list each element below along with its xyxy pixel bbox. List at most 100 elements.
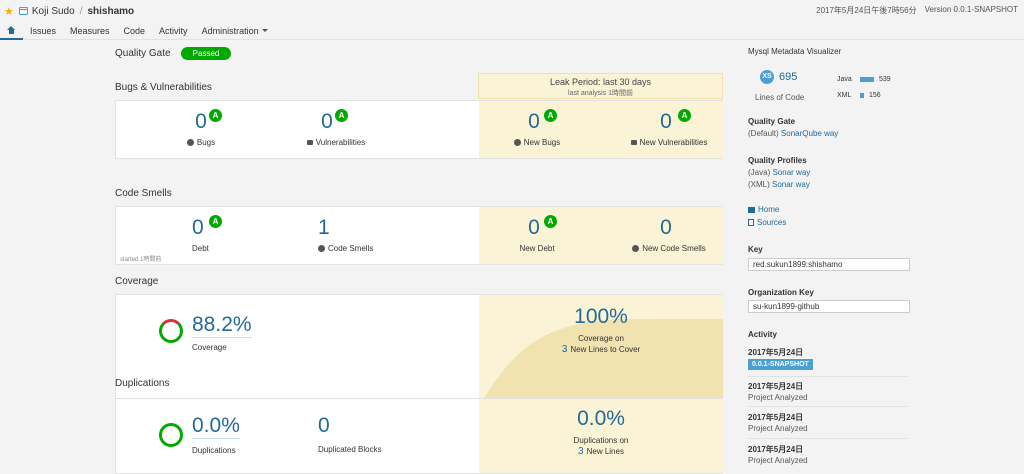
project-icon [18, 7, 28, 15]
bugs-value: 0 [195, 110, 207, 133]
duplications-leak-zone [479, 399, 723, 473]
radiation-icon [318, 245, 325, 252]
bugs-panel: 0 Bugs A 0 Vulnerabilities A 0 New Bugs … [115, 100, 723, 159]
code-smells-label: Code Smells [328, 244, 374, 253]
coverage-donut [159, 319, 183, 343]
project-name: Mysql Metadata Visualizer [748, 47, 842, 56]
bugs-section-title: Bugs & Vulnerabilities [115, 82, 212, 93]
key-heading: Key [748, 245, 763, 254]
duplications-measure[interactable]: 0.0% Duplications [192, 415, 240, 456]
activity-date: 2017年5月24日 [748, 445, 804, 454]
sources-link-label: Sources [757, 218, 787, 227]
tab-administration-label: Administration [201, 25, 259, 36]
duplications-section-title: Duplications [115, 378, 170, 389]
new-duplications-label-1: Duplications on [573, 436, 629, 445]
code-smells-value: 1 [318, 216, 330, 239]
coverage-leak-zone [479, 295, 723, 405]
language-row-xml: XML 156 [837, 92, 881, 99]
new-bugs-measure[interactable]: 0 New Bugs [509, 111, 565, 147]
new-bugs-label: New Bugs [523, 138, 561, 147]
activity-event: Project Analyzed [748, 393, 808, 402]
coverage-value: 88.2% [192, 313, 252, 338]
bugs-measure[interactable]: 0 Bugs [176, 111, 226, 147]
quality-gate-default: (Default) [748, 129, 779, 138]
new-coverage-measure[interactable]: 100% Coverage on 3 New Lines to Cover [479, 306, 723, 356]
activity-divider [748, 406, 908, 407]
quality-profile-java-link[interactable]: Sonar way [772, 168, 811, 177]
overview-main: Quality Gate Passed Bugs & Vulnerabiliti… [115, 40, 723, 474]
new-lines-to-cover-count[interactable]: 3 [561, 344, 568, 355]
vulnerabilities-label: Vulnerabilities [315, 138, 366, 147]
home-link[interactable]: Home [748, 205, 779, 214]
tab-activity[interactable]: Activity [159, 25, 188, 36]
duplications-value: 0.0% [192, 414, 240, 439]
breadcrumb-org[interactable]: Koji Sudo [31, 5, 75, 17]
debt-measure[interactable]: 0 Debt [182, 217, 222, 254]
vulnerabilities-rating-badge[interactable]: A [335, 109, 348, 122]
new-bugs-value: 0 [528, 110, 540, 133]
top-header: ★ Koji Sudo / shishamo 2017年5月24日午後7時56分… [0, 0, 1024, 40]
activity-event: Project Analyzed [748, 424, 808, 433]
quality-gate-status-badge[interactable]: Passed [181, 47, 231, 60]
vulnerabilities-value: 0 [321, 110, 333, 133]
new-vulnerabilities-rating-badge[interactable]: A [678, 109, 691, 122]
vulnerabilities-measure[interactable]: 0 Vulnerabilities [296, 111, 376, 147]
document-icon [748, 219, 754, 227]
tab-issues[interactable]: Issues [30, 25, 57, 36]
tab-code[interactable]: Code [123, 25, 146, 36]
breadcrumb-project[interactable]: shishamo [87, 5, 135, 17]
new-debt-measure[interactable]: 0 New Debt [509, 217, 565, 254]
home-icon [7, 25, 16, 34]
language-name: Java [837, 76, 852, 83]
debt-rating-badge[interactable]: A [209, 215, 222, 228]
quality-profiles-heading: Quality Profiles [748, 156, 807, 165]
activity-divider [748, 438, 908, 439]
new-vulnerabilities-measure[interactable]: 0 New Vulnerabilities [624, 111, 714, 147]
coverage-measure[interactable]: 88.2% Coverage [192, 314, 252, 353]
new-duplications-measure[interactable]: 0.0% Duplications on 3 New Lines [479, 407, 723, 458]
duplicated-blocks-value: 0 [318, 414, 330, 437]
quality-profile-xml-link[interactable]: Sonar way [772, 180, 810, 189]
sources-link[interactable]: Sources [748, 218, 786, 227]
lines-of-code-value[interactable]: 695 [779, 71, 798, 83]
duplicated-blocks-measure[interactable]: 0 Duplicated Blocks [318, 415, 382, 455]
new-duplications-value: 0.0% [577, 407, 625, 430]
project-key-field[interactable]: red.sukun1899:shishamo [748, 258, 910, 271]
new-code-smells-label: New Code Smells [642, 244, 706, 253]
activity-heading: Activity [748, 330, 777, 339]
organization-key-field[interactable]: su-kun1899-github [748, 300, 910, 313]
analysis-meta: 2017年5月24日午後7時56分 Version 0.0.1-SNAPSHOT [816, 5, 1018, 16]
coverage-label: Coverage [192, 343, 227, 352]
code-smells-panel: 0 Debt A 1 Code Smells 0 New Debt A 0 Ne… [115, 206, 723, 265]
radiation-icon [632, 245, 640, 252]
version-tag: 0.0.1-SNAPSHOT [748, 359, 813, 370]
new-lines-count[interactable]: 3 [578, 446, 584, 457]
coverage-panel: 88.2% Coverage 100% Coverage on 3 New Lin… [115, 294, 723, 406]
language-value: 156 [869, 92, 881, 99]
language-row-java: Java 539 [837, 76, 891, 83]
new-debt-label: New Debt [519, 244, 555, 253]
debt-started-note: started 1時間前 [120, 257, 162, 263]
new-vulnerabilities-value: 0 [660, 110, 672, 133]
tab-administration[interactable]: Administration [195, 21, 275, 40]
code-smells-measure[interactable]: 1 Code Smells [306, 217, 386, 253]
home-icon [748, 206, 755, 213]
bugs-label: Bugs [196, 138, 216, 147]
quality-gate-title: Quality Gate [115, 48, 171, 59]
leak-period-header: Leak Period: last 30 days last analysis … [478, 73, 723, 99]
quality-gate-link[interactable]: SonarQube way [780, 129, 839, 138]
new-debt-value: 0 [528, 216, 540, 239]
new-code-smells-measure[interactable]: 0 New Code Smells [624, 217, 714, 253]
bugs-rating-badge[interactable]: A [209, 109, 222, 122]
favorite-star-icon[interactable]: ★ [4, 5, 14, 18]
new-bugs-rating-badge[interactable]: A [544, 109, 557, 122]
new-debt-rating-badge[interactable]: A [544, 215, 557, 228]
activity-event: Project Analyzed [748, 456, 808, 465]
bug-icon [186, 139, 194, 146]
new-duplications-label-2: New Lines [586, 447, 624, 456]
tab-measures[interactable]: Measures [70, 25, 110, 36]
debt-label: Debt [192, 244, 209, 253]
tab-home[interactable] [0, 21, 23, 40]
project-nav: Issues Measures Code Activity Administra… [0, 21, 275, 40]
size-badge: XS [760, 70, 774, 84]
